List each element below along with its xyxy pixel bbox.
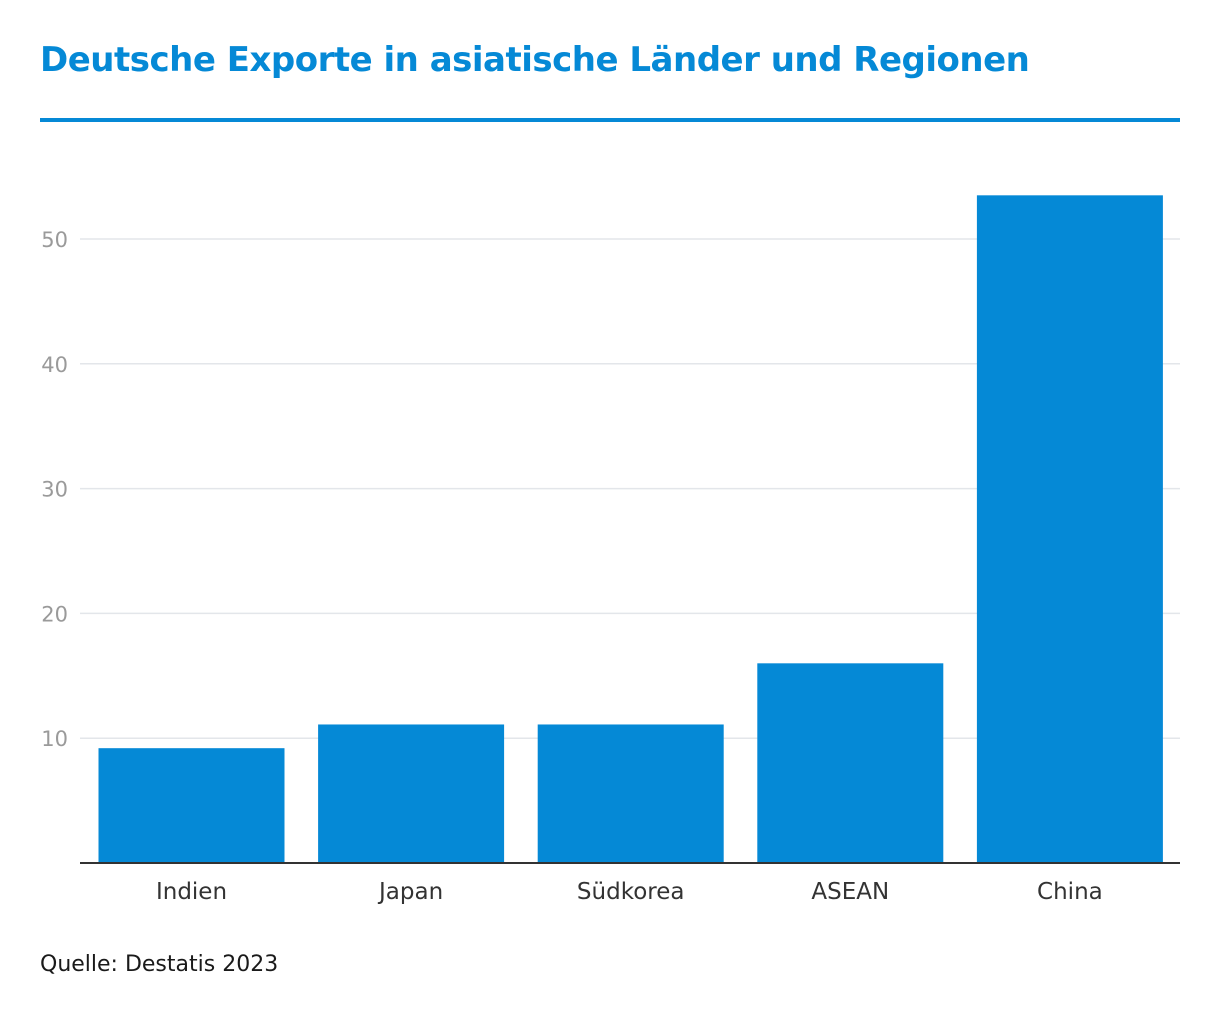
page-title: Deutsche Exporte in asiatische Länder un… xyxy=(40,40,1030,80)
y-axis-ticks: 10 20 30 40 50 xyxy=(41,228,68,751)
bar-china xyxy=(976,195,1163,863)
y-tick-label: 40 xyxy=(41,353,68,377)
bars xyxy=(98,195,1163,863)
bar-asean xyxy=(757,663,944,863)
x-axis-labels: Indien Japan Südkorea ASEAN China xyxy=(156,879,1103,905)
bar-s-dkorea xyxy=(537,724,724,863)
y-tick-label: 20 xyxy=(41,602,68,626)
bar-japan xyxy=(318,724,505,863)
x-category-label: Indien xyxy=(156,879,227,905)
source-note: Quelle: Destatis 2023 xyxy=(40,952,279,977)
title-rule xyxy=(40,118,1180,122)
y-tick-label: 50 xyxy=(41,228,68,252)
bar-indien xyxy=(98,748,285,863)
x-category-label: ASEAN xyxy=(811,879,889,905)
y-tick-label: 30 xyxy=(41,478,68,502)
x-category-label: China xyxy=(1037,879,1103,905)
x-category-label: Südkorea xyxy=(577,879,685,905)
x-category-label: Japan xyxy=(377,879,443,905)
y-tick-label: 10 xyxy=(41,727,68,751)
